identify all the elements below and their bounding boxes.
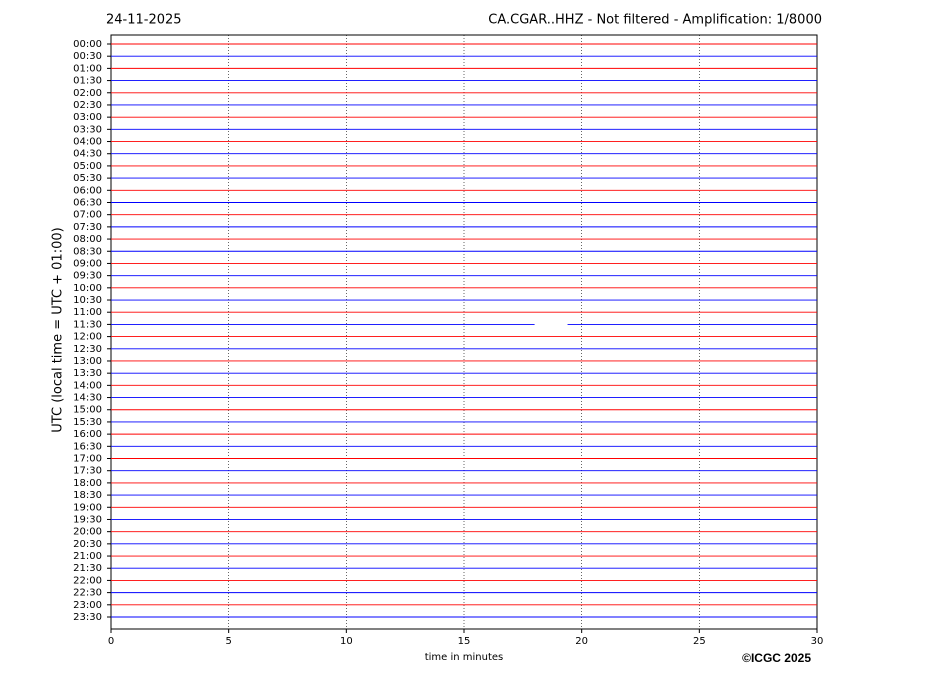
y-tick-label: 03:30 <box>73 124 102 135</box>
x-tick-label: 30 <box>811 636 824 647</box>
x-tick-label: 0 <box>108 636 114 647</box>
y-tick-label: 22:00 <box>73 575 102 586</box>
y-tick-label: 20:30 <box>73 539 102 550</box>
y-tick-label: 20:00 <box>73 527 102 538</box>
y-tick-label: 19:30 <box>73 514 102 525</box>
y-tick-label: 02:30 <box>73 100 102 111</box>
y-tick-label: 06:30 <box>73 197 102 208</box>
y-tick-label: 18:00 <box>73 478 102 489</box>
y-tick-label: 08:00 <box>73 234 102 245</box>
trace-gap <box>534 322 568 327</box>
y-tick-label: 12:00 <box>73 332 102 343</box>
y-tick-label: 14:00 <box>73 380 102 391</box>
y-tick-label: 03:00 <box>73 112 102 123</box>
y-tick-label: 10:30 <box>73 295 102 306</box>
y-tick-label: 16:00 <box>73 429 102 440</box>
x-tick-label: 10 <box>340 636 353 647</box>
y-tick-label: 23:00 <box>73 600 102 611</box>
y-tick-label: 16:30 <box>73 441 102 452</box>
x-tick-label: 15 <box>458 636 471 647</box>
y-tick-label: 15:00 <box>73 405 102 416</box>
y-tick-label: 13:30 <box>73 368 102 379</box>
y-tick-label: 08:30 <box>73 246 102 257</box>
y-tick-label: 00:00 <box>73 39 102 50</box>
y-axis-label: UTC (local time = UTC + 01:00) <box>51 227 66 432</box>
credit: ©ICGC 2025 <box>742 651 811 665</box>
y-tick-label: 23:30 <box>73 612 102 623</box>
x-tick-label: 5 <box>225 636 231 647</box>
x-axis-label: time in minutes <box>425 652 504 663</box>
y-tick-label: 05:00 <box>73 161 102 172</box>
y-tick-label: 15:30 <box>73 417 102 428</box>
y-tick-label: 22:30 <box>73 588 102 599</box>
y-tick-label: 06:00 <box>73 185 102 196</box>
y-tick-label: 13:00 <box>73 356 102 367</box>
chart-title: CA.CGAR..HHZ - Not filtered - Amplificat… <box>488 13 822 28</box>
y-tick-label: 09:00 <box>73 258 102 269</box>
y-tick-label: 11:30 <box>73 319 102 330</box>
x-tick-label: 20 <box>575 636 588 647</box>
y-tick-label: 17:30 <box>73 466 102 477</box>
date: 24-11-2025 <box>106 13 182 28</box>
y-tick-label: 12:30 <box>73 344 102 355</box>
y-tick-label: 01:00 <box>73 63 102 74</box>
y-tick-label: 10:00 <box>73 283 102 294</box>
y-tick-label: 07:30 <box>73 222 102 233</box>
y-tick-label: 01:30 <box>73 76 102 87</box>
y-tick-label: 02:00 <box>73 88 102 99</box>
y-tick-label: 09:30 <box>73 271 102 282</box>
y-tick-label: 21:00 <box>73 551 102 562</box>
y-tick-label: 04:30 <box>73 149 102 160</box>
y-tick-label: 11:00 <box>73 307 102 318</box>
y-tick-label: 18:30 <box>73 490 102 501</box>
y-tick-label: 05:30 <box>73 173 102 184</box>
y-tick-label: 19:00 <box>73 502 102 513</box>
y-tick-label: 14:30 <box>73 393 102 404</box>
y-tick-label: 21:30 <box>73 563 102 574</box>
y-tick-label: 04:00 <box>73 137 102 148</box>
y-tick-label: 07:00 <box>73 210 102 221</box>
x-tick-label: 25 <box>693 636 706 647</box>
y-tick-label: 17:00 <box>73 454 102 465</box>
y-tick-label: 00:30 <box>73 51 102 62</box>
